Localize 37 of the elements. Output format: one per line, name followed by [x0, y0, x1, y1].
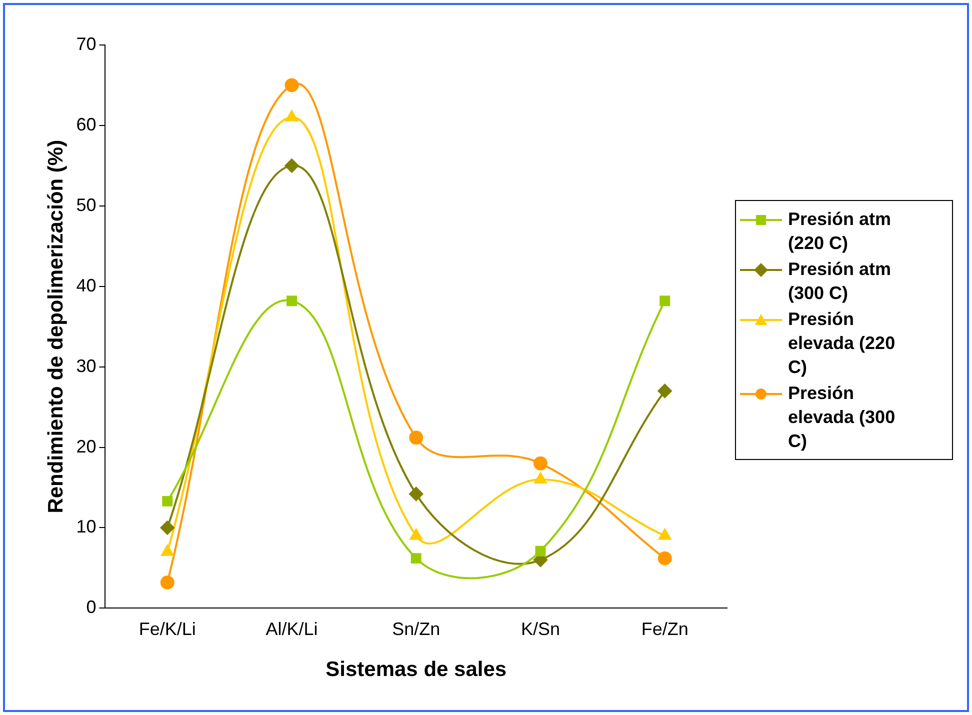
y-tick-label: 10 — [76, 516, 96, 537]
point — [658, 384, 672, 398]
y-tick-label: 0 — [86, 597, 96, 618]
point — [160, 520, 174, 535]
x-axis-title: Sistemas de sales — [326, 658, 507, 682]
y-tick-label: 40 — [76, 275, 96, 296]
point — [658, 551, 672, 566]
x-tick-label: Al/K/Li — [266, 618, 318, 639]
y-axis-title: Rendimiento de depolimerización (%) — [44, 140, 68, 514]
point — [409, 486, 424, 501]
point — [284, 158, 299, 173]
point — [409, 430, 424, 445]
point — [534, 472, 547, 484]
point — [410, 528, 422, 540]
legend-label: Presión elevada (300 C) — [788, 382, 896, 453]
y-tick-label: 60 — [76, 114, 96, 134]
legend-label: Presión atm (220 C) — [788, 208, 892, 255]
legend-label: Presión elevada (220 C) — [788, 308, 896, 379]
point — [162, 496, 173, 506]
point — [410, 553, 422, 564]
legend-label: Presión atm (300 C) — [788, 258, 892, 305]
point — [160, 575, 174, 590]
point — [658, 528, 672, 540]
point — [161, 544, 174, 556]
y-tick-label: 20 — [76, 436, 96, 456]
point — [533, 456, 548, 470]
point — [535, 546, 546, 556]
point — [286, 296, 297, 306]
x-tick-label: K/Sn — [520, 618, 560, 639]
point — [660, 296, 670, 306]
point — [284, 78, 299, 92]
y-tick-label: 30 — [76, 356, 96, 376]
y-tick-label: 70 — [76, 34, 96, 54]
x-tick-label: Sn/Zn — [392, 618, 440, 639]
x-tick-label: Fe/K/Li — [138, 618, 196, 639]
y-tick-label: 50 — [76, 194, 96, 215]
x-tick-label: Fe/Zn — [641, 618, 688, 639]
